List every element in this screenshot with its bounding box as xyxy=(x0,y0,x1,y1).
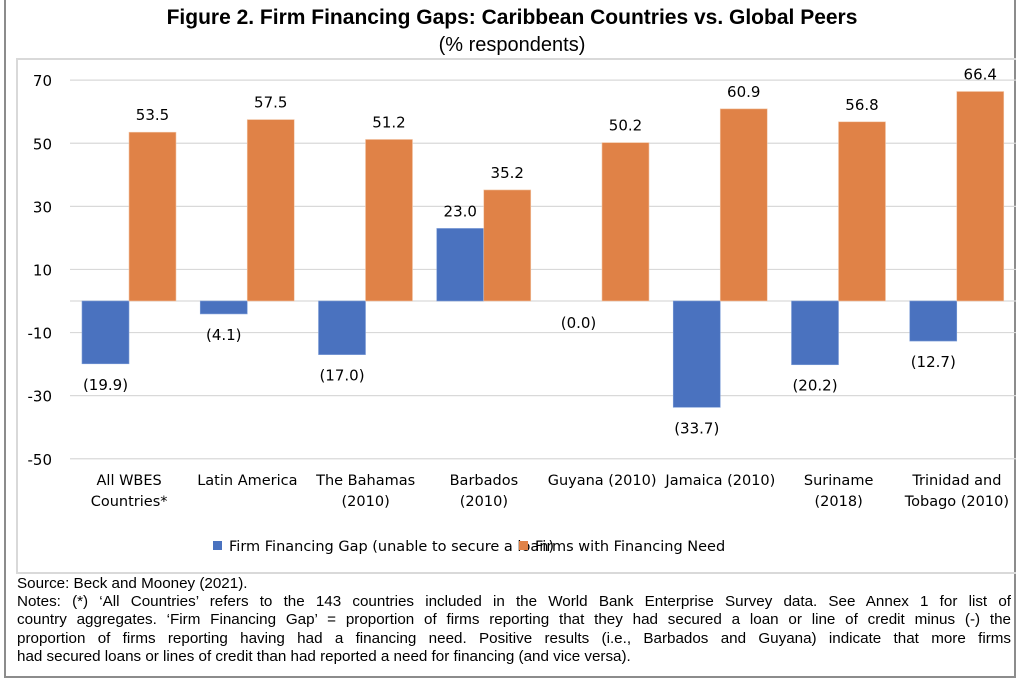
data-label: 50.2 xyxy=(609,117,642,135)
category-label: Jamaica (2010) xyxy=(664,473,775,489)
bars xyxy=(81,91,1005,408)
chart-title: Figure 2. Firm Financing Gaps: Caribbean… xyxy=(166,6,858,29)
source-note: Source: Beck and Mooney (2021). xyxy=(17,575,248,592)
y-tick-label: -30 xyxy=(28,388,53,406)
category-label: Guyana (2010) xyxy=(548,473,657,489)
data-label: 57.5 xyxy=(254,94,287,112)
y-tick-label: 50 xyxy=(33,135,52,153)
bar-financing-gap xyxy=(318,300,366,355)
notes-line-1: Notes: (*) ‘All Countries’ refers to the… xyxy=(17,593,1011,611)
data-label: (17.0) xyxy=(319,367,364,385)
data-label: (33.7) xyxy=(674,419,719,437)
chart-subtitle: (% respondents) xyxy=(438,34,586,56)
bar-financing-need xyxy=(365,139,413,302)
data-label: (4.1) xyxy=(206,326,242,344)
data-label: 23.0 xyxy=(444,202,477,220)
data-label: (0.0) xyxy=(561,314,597,332)
figure-frame xyxy=(4,0,1016,678)
category-label: All WBES xyxy=(97,473,162,489)
bar-financing-gap xyxy=(436,228,485,302)
data-label: 53.5 xyxy=(136,106,169,124)
notes-line-2: country aggregates. ‘Firm Financing Gap’… xyxy=(17,611,1011,629)
bar-financing-need xyxy=(601,142,650,302)
category-label: Barbados xyxy=(450,473,519,489)
legend-swatch-financing-need xyxy=(519,541,528,550)
bar-financing-need xyxy=(838,121,886,302)
legend-label: Firm Financing Gap (unable to secure a l… xyxy=(229,539,554,555)
y-tick-label: 30 xyxy=(33,198,52,216)
category-label: Trinidad and xyxy=(911,473,1001,489)
y-tick-label: 10 xyxy=(33,261,52,279)
category-label: Latin America xyxy=(197,473,297,489)
category-labels: All WBES Countries* Latin America The Baham… xyxy=(91,473,1009,510)
figure-notes: Source: Beck and Mooney (2021). Notes: (… xyxy=(17,575,1011,666)
notes-line-3: proportion of firms reporting having had… xyxy=(17,629,1011,647)
category-label: Countries* xyxy=(91,494,168,510)
y-axis-ticks: 70 50 30 10 -10 -30 -50 xyxy=(28,72,53,469)
legend: Firm Financing Gap (unable to secure a l… xyxy=(213,539,725,555)
bar-financing-need xyxy=(719,108,768,302)
data-label: 56.8 xyxy=(845,96,878,114)
category-label: (2010) xyxy=(342,494,390,510)
bar-financing-need xyxy=(956,91,1005,302)
data-label: 60.9 xyxy=(727,83,760,101)
category-label: (2010) xyxy=(460,494,508,510)
category-label: (2018) xyxy=(815,494,863,510)
data-label: (19.9) xyxy=(83,376,128,394)
bar-financing-gap xyxy=(791,300,839,366)
y-tick-label: -10 xyxy=(28,325,53,343)
bar-financing-gap xyxy=(672,300,721,408)
data-label: 66.4 xyxy=(964,66,997,84)
bar-financing-gap xyxy=(909,300,958,342)
category-label: Suriname xyxy=(804,473,874,489)
chart-area-border xyxy=(16,58,1016,574)
y-tick-label: -50 xyxy=(28,451,53,469)
data-label: (20.2) xyxy=(792,377,837,395)
legend-swatch-financing-gap xyxy=(213,541,222,550)
category-label: The Bahamas xyxy=(315,473,415,489)
data-label: 35.2 xyxy=(491,164,524,182)
bar-financing-need xyxy=(246,119,295,302)
bar-financing-gap xyxy=(199,300,248,315)
data-label: 51.2 xyxy=(372,113,405,131)
data-label: (12.7) xyxy=(911,353,956,371)
bar-financing-gap xyxy=(81,300,130,365)
bar-financing-need xyxy=(128,131,177,302)
legend-label: Firms with Financing Need xyxy=(535,539,725,555)
category-label: Tobago (2010) xyxy=(904,494,1009,510)
y-tick-label: 70 xyxy=(33,72,52,90)
notes-line-4: had secured loans or lines of credit tha… xyxy=(17,647,631,665)
data-labels: (19.9) (4.1) (17.0) 23.0 (0.0) (33.7) (20.2) (1… xyxy=(83,66,997,438)
bar-financing-need xyxy=(483,189,532,302)
